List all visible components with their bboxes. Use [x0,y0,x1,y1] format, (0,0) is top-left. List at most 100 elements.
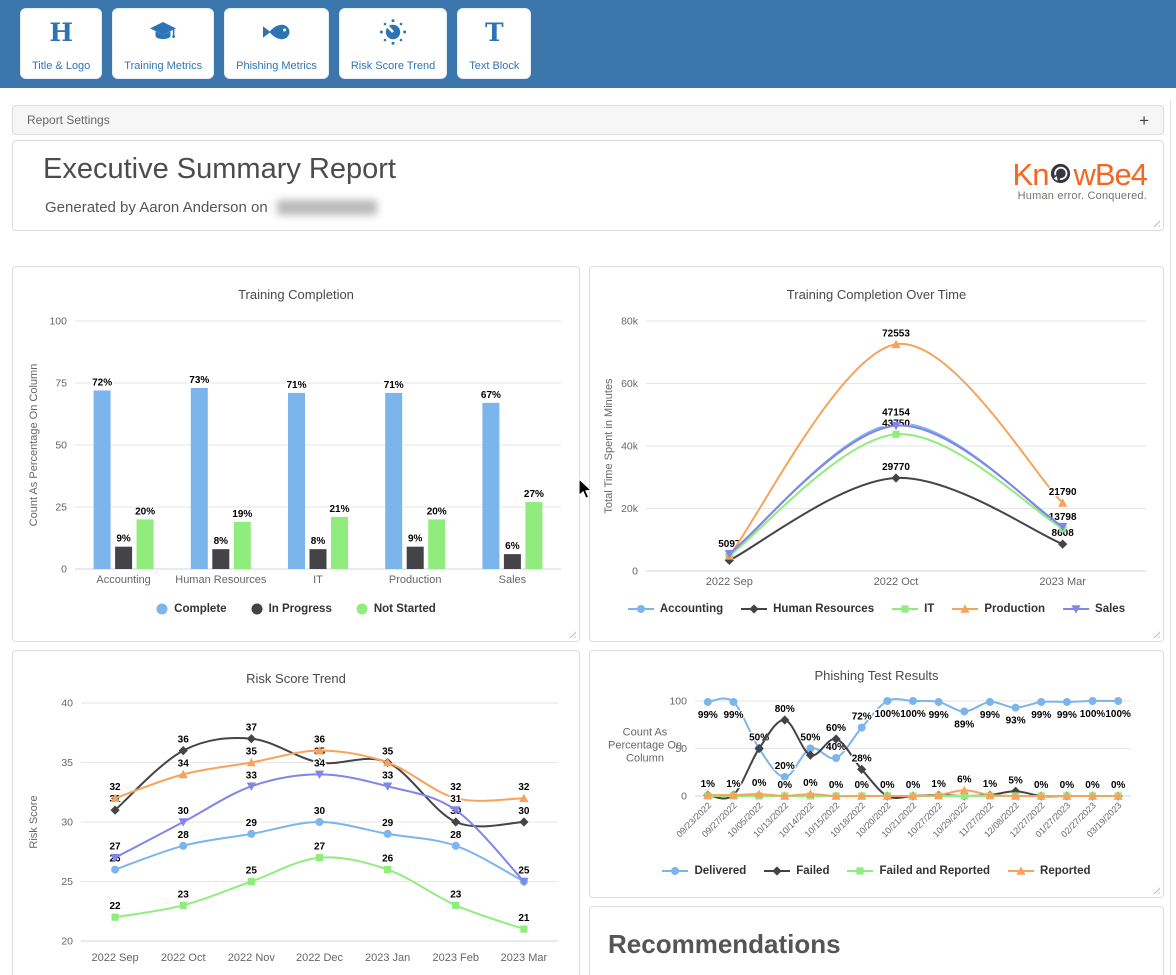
svg-text:32: 32 [110,782,122,793]
recommendations-panel: Recommendations Policies will [589,906,1164,975]
report-header-panel: Executive Summary Report Generated by Aa… [12,140,1164,231]
svg-text:32: 32 [450,782,462,793]
svg-text:36: 36 [314,735,326,746]
svg-text:25: 25 [61,876,73,888]
expand-icon[interactable]: + [1139,110,1149,130]
svg-text:33: 33 [382,770,394,781]
series-human-resources: 29770 8608 [724,461,1075,565]
logo-text-right: wBe4 [1073,157,1148,192]
svg-text:5%: 5% [1008,775,1023,786]
resize-handle[interactable] [1151,218,1160,227]
svg-text:72%: 72% [92,377,112,388]
text-block-button[interactable]: T Text Block [457,8,532,79]
series-reported: 1% 1% 0% 0% 0% 0% 0% 0% 0% 1% 6% 1% 0% 0% 0% 0% [699,773,1127,800]
legend-item-human-resources[interactable]: Human Resources [741,603,874,615]
svg-text:20%: 20% [775,761,795,772]
title-logo-button[interactable]: H Title & Logo [20,8,103,79]
report-settings-bar[interactable]: Report Settings + [12,105,1164,135]
report-subtitle: Generated by Aaron Anderson on [45,199,377,216]
legend-item-sales[interactable]: Sales [1063,603,1125,615]
legend-label: In Progress [268,603,332,615]
svg-text:Human Resources: Human Resources [175,574,267,586]
series-in-progress: 9% 8% 8% 9% 6% [115,532,521,569]
legend-item-reported[interactable]: Reported [1008,865,1091,877]
legend-label: Human Resources [773,603,875,615]
tool-button-label: Training Metrics [124,60,203,72]
legend-item-complete[interactable]: Complete [156,603,227,615]
risk-score-trend-panel: Risk Score Trend 20 25 30 35 40 Risk Score 202… [12,650,580,975]
svg-text:32: 32 [518,782,530,793]
svg-text:2022 Sep: 2022 Sep [92,952,139,964]
svg-text:Sales: Sales [499,574,527,586]
svg-text:IT: IT [313,574,323,586]
svg-text:20: 20 [61,936,73,948]
resize-handle[interactable] [1151,885,1160,894]
svg-text:0: 0 [632,566,638,578]
legend-item-delivered[interactable]: Delivered [662,865,746,877]
svg-text:100%: 100% [1080,709,1106,720]
svg-text:73%: 73% [189,375,209,386]
svg-text:Total Time Spent in Minutes: Total Time Spent in Minutes [603,378,615,514]
svg-text:31: 31 [450,794,462,805]
series-production: 72553 21790 [724,327,1078,560]
legend-label: Delivered [694,865,747,877]
svg-text:8%: 8% [311,536,326,547]
series-production: 32 34 35 36 35 32 32 [108,733,531,802]
chart-legend: Accounting Human Resources IT Production Sal… [590,603,1163,615]
legend-label: Complete [174,603,227,615]
legend-item-failed-and-reported[interactable]: Failed and Reported [847,865,990,877]
legend-item-not-started[interactable]: Not Started [356,603,436,615]
svg-text:27%: 27% [524,489,544,500]
svg-text:80%: 80% [775,704,795,715]
svg-text:100%: 100% [900,709,926,720]
svg-text:50: 50 [675,743,687,755]
svg-text:22: 22 [110,901,122,912]
legend-item-in-progress[interactable]: In Progress [251,603,332,615]
phishing-metrics-button[interactable]: Phishing Metrics [224,8,329,79]
svg-text:1%: 1% [931,779,946,790]
legend-item-it[interactable]: IT [892,603,934,615]
legend-item-failed[interactable]: Failed [764,865,829,877]
svg-text:34: 34 [314,758,326,769]
svg-text:30: 30 [314,806,326,817]
svg-text:60k: 60k [621,378,639,390]
legend-label: Production [984,603,1046,615]
svg-text:2023 Feb: 2023 Feb [433,952,479,964]
svg-text:29: 29 [246,818,258,829]
svg-text:30: 30 [518,806,530,817]
svg-text:0: 0 [61,564,67,576]
svg-text:100: 100 [669,696,687,708]
svg-text:93%: 93% [1006,716,1026,727]
heading-icon: H [49,17,73,47]
svg-text:0: 0 [681,791,687,803]
svg-text:50%: 50% [800,733,820,744]
svg-text:100%: 100% [1105,709,1131,720]
training-completion-panel: Training Completion 0 25 50 75 100 Count As P… [12,266,580,642]
phishing-test-results-panel: Phishing Test Results 0 50 100 Count As Perc… [589,650,1164,898]
chart-legend: Delivered Failed Failed and Reported Report… [590,865,1163,877]
svg-text:0%: 0% [778,780,793,791]
resize-handle[interactable] [567,629,576,638]
series-complete: 72% 73% 71% 71% 67% [91,374,502,569]
svg-text:72%: 72% [852,712,872,723]
svg-text:35: 35 [382,747,394,758]
tool-button-label: Risk Score Trend [350,60,436,72]
svg-text:20%: 20% [427,506,447,517]
legend-item-production[interactable]: Production [952,603,1045,615]
svg-text:0%: 0% [906,780,921,791]
legend-item-accounting[interactable]: Accounting [627,603,723,615]
svg-text:1%: 1% [701,779,716,790]
text-icon: T [484,17,504,47]
chart-title: Training Completion Over Time [786,287,967,302]
svg-text:2023 Mar: 2023 Mar [501,952,548,964]
svg-text:0%: 0% [803,778,818,789]
svg-text:0%: 0% [1060,780,1075,791]
svg-text:0%: 0% [829,780,844,791]
training-metrics-button[interactable]: Training Metrics [112,8,215,79]
svg-text:40k: 40k [621,441,639,453]
risk-score-trend-button[interactable]: Risk Score Trend [338,8,448,79]
svg-text:23: 23 [450,889,462,900]
svg-text:2022 Dec: 2022 Dec [296,952,344,964]
resize-handle[interactable] [1151,629,1160,638]
